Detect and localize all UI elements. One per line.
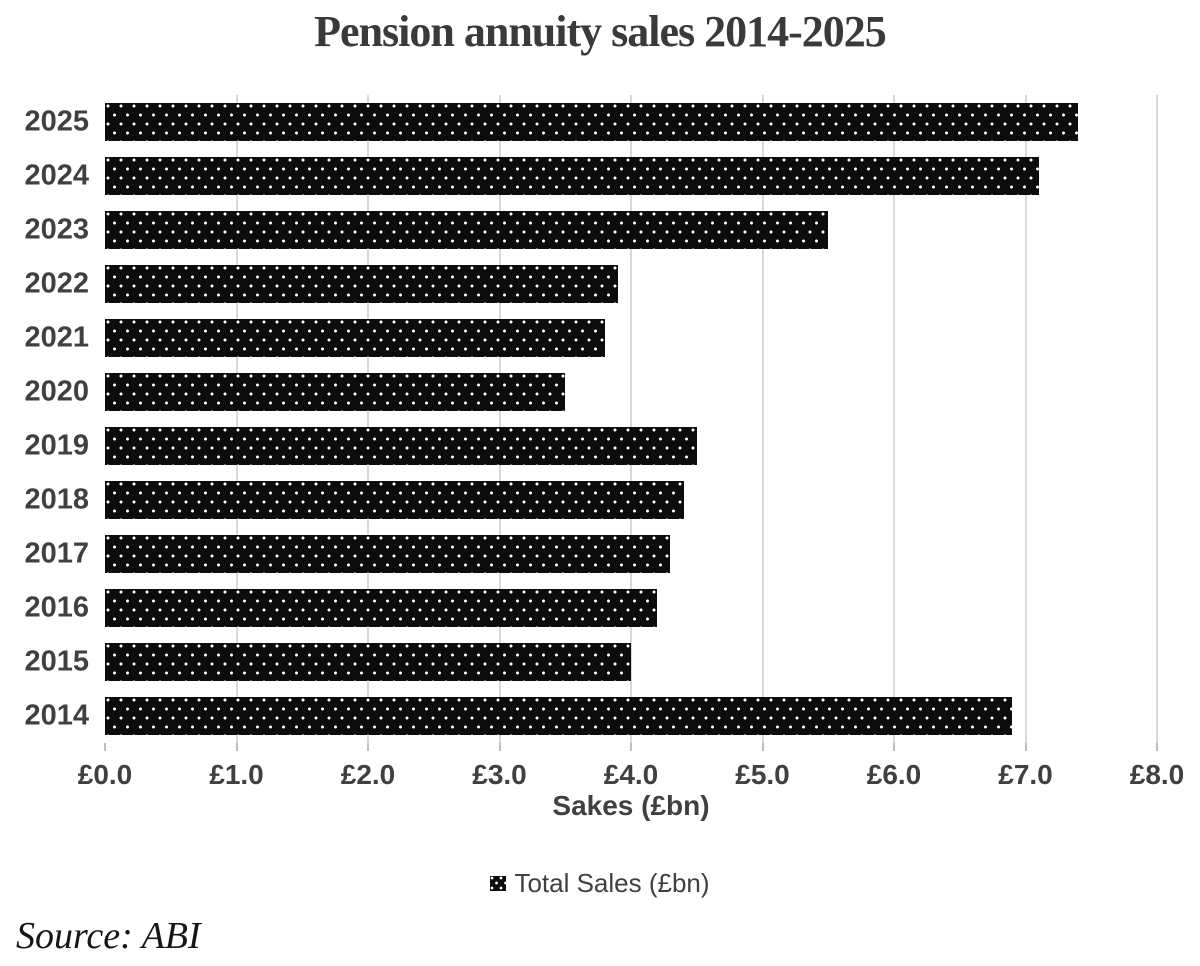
y-axis-label: 2016: [24, 591, 89, 624]
bar-row: 2015: [24, 635, 1157, 689]
gridline: [761, 95, 764, 743]
bar-2019: [105, 427, 697, 465]
plot-area: £0.0 £1.0 £2.0 £3.0 £4.0 £5.0 £6.0 £7.0 £8.0 2025…: [24, 95, 1184, 790]
bar-2021: [105, 319, 605, 357]
bar-2022: [105, 265, 618, 303]
bar-2016: [105, 589, 658, 627]
gridline: [630, 95, 632, 743]
axis-tick: [367, 743, 369, 751]
axis-tick: [893, 743, 895, 751]
bar-2020: [105, 373, 566, 411]
source-note: Source: ABI: [16, 915, 201, 957]
bar-row: 2024: [24, 149, 1157, 203]
gridline: [235, 95, 238, 743]
legend-marker-dotted-square-icon: [490, 876, 507, 891]
bar-2018: [105, 481, 684, 519]
axis-tick: [498, 743, 501, 751]
gridline: [367, 95, 369, 743]
y-axis-label: 2015: [24, 645, 89, 678]
x-axis-title: Sakes (£bn): [552, 790, 710, 821]
bar-2015: [105, 643, 631, 681]
axis-tick: [235, 743, 238, 751]
x-axis-tick-label: £8.0: [1129, 759, 1185, 790]
y-axis-label: 2022: [24, 267, 89, 300]
legend-label: Total Sales (£bn): [514, 868, 710, 898]
y-axis-label: 2014: [24, 699, 89, 732]
chart-title: Pension annuity sales 2014-2025: [314, 7, 887, 56]
x-axis-tick-label: £0.0: [77, 759, 133, 790]
y-axis-label: 2021: [24, 321, 89, 354]
x-axis-tick-label: £3.0: [472, 759, 527, 790]
x-axis-tick-label: £1.0: [209, 759, 264, 790]
bar-row: 2018: [24, 473, 1157, 527]
bar-row: 2022: [24, 257, 1157, 311]
gridline: [1024, 95, 1027, 743]
bar-row: 2025: [24, 95, 1157, 149]
bar-row: 2021: [24, 311, 1157, 365]
bar-2025: [105, 103, 1079, 141]
y-axis-label: 2020: [24, 375, 89, 408]
axis-tick: [761, 743, 764, 751]
bar-row: 2014: [24, 689, 1157, 743]
bar-2024: [105, 157, 1039, 195]
x-axis-tick-label: £6.0: [866, 759, 922, 790]
y-axis-label: 2017: [24, 537, 89, 570]
y-axis-label: 2025: [24, 105, 89, 138]
x-axis-tick-label: £2.0: [340, 759, 396, 790]
axis-tick: [104, 743, 106, 751]
gridline: [893, 95, 895, 743]
axis-tick: [1156, 743, 1158, 751]
gridline: [1156, 95, 1158, 743]
axis-tick: [1024, 743, 1027, 751]
bar-row: 2023: [24, 203, 1157, 257]
axis-tick: [630, 743, 632, 751]
bar-2023: [105, 211, 829, 249]
bar-2017: [105, 535, 671, 573]
bar-row: 2016: [24, 581, 1157, 635]
legend: Total Sales (£bn): [0, 868, 1200, 899]
y-axis-label: 2018: [24, 483, 89, 516]
bar-2014: [105, 697, 1013, 735]
y-axis-label: 2019: [24, 429, 89, 462]
gridline: [498, 95, 501, 743]
bar-row: 2017: [24, 527, 1157, 581]
x-axis-tick-label: £7.0: [998, 759, 1053, 790]
x-axis-tick-label: £4.0: [603, 759, 659, 790]
x-axis-tick-label: £5.0: [735, 759, 790, 790]
bar-row: 2019: [24, 419, 1157, 473]
y-axis-label: 2023: [24, 213, 89, 246]
y-axis-label: 2024: [24, 159, 89, 192]
bar-row: 2020: [24, 365, 1157, 419]
